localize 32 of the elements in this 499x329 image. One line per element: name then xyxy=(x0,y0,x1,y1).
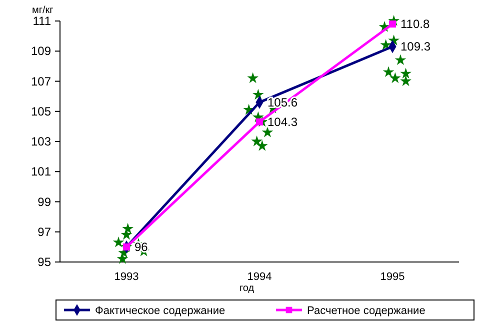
data-label: 109.3 xyxy=(400,40,431,54)
point xyxy=(382,66,394,78)
point xyxy=(122,222,134,234)
point xyxy=(256,140,268,151)
y-tick-label: 95 xyxy=(38,255,52,269)
data-label: 110.8 xyxy=(400,17,430,32)
point xyxy=(394,54,406,65)
point xyxy=(400,68,412,79)
data-label: 104.3 xyxy=(268,114,298,129)
point xyxy=(400,75,412,86)
point xyxy=(112,236,124,248)
point xyxy=(262,126,274,138)
x-tick-label: 1995 xyxy=(380,271,405,283)
x-tick-label: 1994 xyxy=(247,271,272,283)
point xyxy=(389,72,401,84)
y-tick-label: 97 xyxy=(38,224,52,239)
y-tick-label: 107 xyxy=(30,74,52,88)
point xyxy=(251,136,263,146)
legend-label: Расчетное содержание xyxy=(307,305,426,317)
point xyxy=(122,243,130,250)
y-tick-label: 105 xyxy=(30,104,52,118)
x-axis-title: год xyxy=(240,283,254,294)
point xyxy=(256,118,264,126)
legend-label: Фактическое содержание xyxy=(95,305,226,317)
point xyxy=(247,72,259,84)
y-tick-label: 103 xyxy=(30,134,52,148)
y-tick-label: 101 xyxy=(30,164,52,179)
y-tick-label: 109 xyxy=(30,44,52,58)
x-tick-label: 1993 xyxy=(114,271,139,283)
y-tick-label: 111 xyxy=(32,14,52,28)
y-axis-title: мг/кг xyxy=(32,5,54,16)
y-tick-label: 99 xyxy=(38,194,52,209)
